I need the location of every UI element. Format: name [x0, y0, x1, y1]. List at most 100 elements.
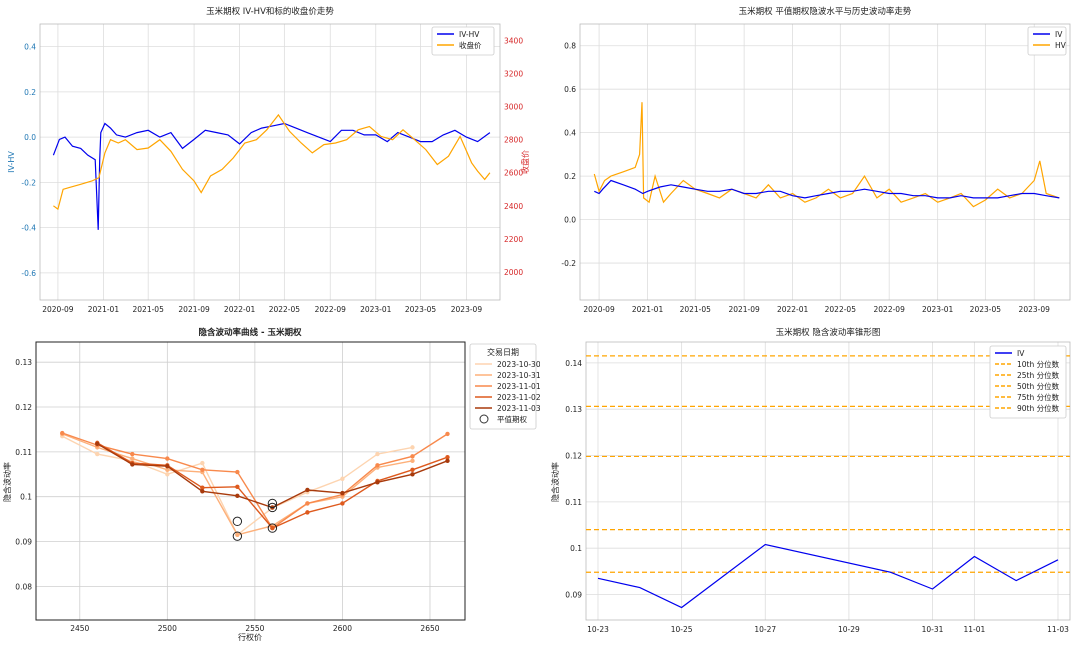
y-axis-label: IV-HV [7, 151, 16, 173]
data-point [340, 490, 345, 496]
x-axis-label: 行权价 [238, 632, 262, 642]
chart-iv-cone: 10-23 10-25 10-27 10-29 10-31 11-01 11-03 0.09 0… [550, 327, 1071, 634]
data-point [60, 430, 65, 436]
chart-iv-hv-close: 2020-09 2021-01 2021-05 2021-09 2022-01 2022-… [7, 6, 530, 314]
data-point [130, 456, 135, 461]
series-line [593, 102, 1060, 208]
legend-label: 50th 分位数 [1017, 381, 1060, 391]
x-tick-label: 2021-09 [178, 305, 210, 314]
chart-iv-smile: 2450 2500 2550 2600 2650 0.08 0.09 0.1 0.11 0.12 0… [2, 327, 540, 642]
data-point [235, 484, 240, 490]
y2-tick-label: 2600 [504, 169, 523, 178]
data-point [410, 454, 415, 459]
data-point [445, 455, 450, 460]
x-tick-label: 2450 [70, 624, 89, 633]
y2-tick-label: 3200 [504, 70, 523, 79]
y2-tick-label: 2400 [504, 202, 523, 211]
series-line [594, 179, 1060, 199]
y-tick-label: 0.08 [15, 582, 32, 591]
plot-frame [39, 23, 501, 301]
y-tick-label: 0.12 [15, 403, 32, 412]
chart-title: 隐含波动率曲线 - 玉米期权 [199, 327, 302, 338]
x-tick-label: 2550 [245, 624, 264, 633]
data-point [165, 472, 170, 477]
data-point [130, 451, 135, 457]
x-tick-label: 2020-09 [583, 305, 615, 314]
data-point [95, 441, 100, 446]
x-tick-label: 10-23 [587, 625, 609, 634]
legend-label: IV [1055, 30, 1063, 39]
legend-label: HV [1055, 41, 1067, 50]
plot-frame [585, 341, 1071, 621]
x-tick-label: 2023-09 [1019, 305, 1051, 314]
data-point [305, 510, 310, 515]
data-point [375, 451, 380, 457]
y-tick-label: 0.11 [565, 498, 582, 507]
y-tick-label: 0.1 [570, 544, 582, 553]
data-point [340, 476, 345, 481]
data-point [200, 467, 205, 472]
x-tick-label: 2022-05 [825, 305, 857, 314]
series-line [53, 113, 491, 211]
y-tick-label: 0.09 [565, 591, 582, 600]
series-line [597, 543, 1059, 609]
y2-tick-label: 2000 [504, 268, 523, 277]
atm-marker [232, 516, 243, 527]
x-tick-label: 2021-01 [632, 305, 664, 314]
data-point [235, 493, 240, 498]
y-tick-label: 0.0 [564, 216, 576, 225]
legend-title: 交易日期 [487, 347, 519, 357]
x-tick-label: 2023-05 [405, 305, 437, 314]
y-tick-label: 0.0 [24, 133, 36, 142]
y-tick-label: -0.2 [561, 259, 576, 268]
legend-label: IV-HV [459, 30, 480, 39]
x-tick-label: 2021-09 [728, 305, 760, 314]
x-tick-label: 2022-05 [269, 305, 301, 314]
data-point [200, 460, 205, 466]
chart-atm-iv-hv: 2020-09 2021-01 2021-05 2021-09 2022-01 2022-… [561, 6, 1071, 314]
legend-label: 收盘价 [459, 40, 482, 50]
data-point [445, 431, 450, 437]
data-point [200, 485, 205, 490]
series-line [62, 432, 448, 530]
x-tick-label: 10-31 [922, 625, 944, 634]
x-tick-label: 11-01 [963, 625, 985, 634]
y-tick-label: 0.4 [24, 43, 36, 52]
y2-tick-label: 3400 [504, 37, 523, 46]
y-tick-label: 0.6 [564, 85, 576, 94]
legend-label: 2023-10-30 [497, 360, 540, 369]
data-point [375, 480, 380, 485]
legend-label: 2023-11-01 [497, 382, 540, 391]
x-tick-label: 2020-09 [42, 305, 74, 314]
data-point [375, 463, 380, 468]
y-tick-label: 0.13 [15, 358, 32, 367]
atm-marker [267, 498, 278, 509]
x-tick-label: 2500 [158, 624, 177, 633]
chart-title: 玉米期权 IV-HV和标的收盘价走势 [206, 6, 334, 17]
y-tick-label: 0.4 [564, 129, 576, 138]
data-point [340, 501, 345, 506]
atm-marker [232, 531, 243, 541]
legend-label: 90th 分位数 [1017, 403, 1060, 413]
y2-tick-label: 3000 [504, 103, 523, 112]
data-point [410, 445, 415, 450]
data-point [165, 464, 170, 469]
x-tick-label: 2022-01 [224, 305, 256, 314]
legend-label: 2023-10-31 [497, 371, 540, 380]
x-tick-label: 2600 [333, 624, 352, 633]
data-point [410, 472, 415, 477]
data-point [270, 525, 275, 531]
data-point [410, 458, 415, 464]
x-tick-label: 11-03 [1047, 625, 1069, 634]
y-tick-label: 0.1 [20, 493, 32, 502]
series-line [52, 122, 491, 230]
data-point [305, 501, 310, 506]
x-tick-label: 2023-01 [360, 305, 392, 314]
y-axis-label: 隐含波动率 [2, 462, 12, 502]
y-tick-label: 0.2 [564, 172, 576, 181]
y-tick-label: -0.6 [21, 269, 36, 278]
x-tick-label: 10-27 [754, 625, 776, 634]
x-tick-label: 2021-05 [133, 305, 165, 314]
legend-label: 平值期权 [497, 414, 527, 424]
chart-title: 玉米期权 隐含波动率锥形图 [776, 327, 881, 338]
